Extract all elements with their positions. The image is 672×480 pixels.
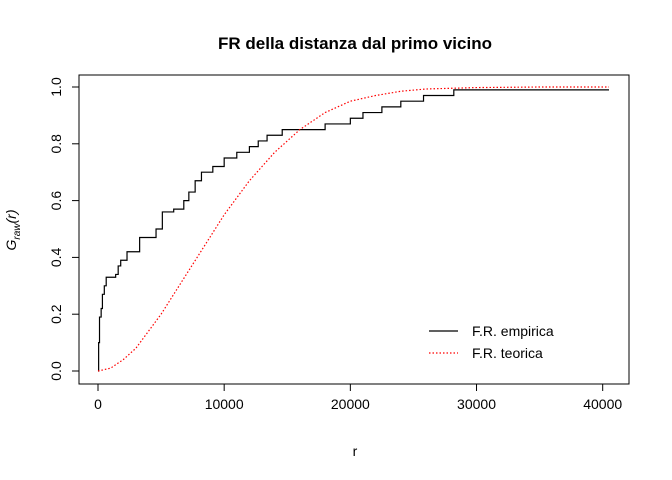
y-axis-label-suffix: (r) — [3, 209, 19, 223]
y-axis-label-subscript: raw — [12, 223, 23, 240]
y-tick-label: 0.0 — [48, 361, 64, 381]
y-axis-label: Graw(r) — [3, 209, 23, 250]
x-tick-label: 10000 — [205, 396, 244, 412]
y-axis-label-base: G — [3, 240, 19, 251]
y-tick-label: 0.2 — [48, 304, 64, 324]
y-axis: 0.0 0.2 0.4 0.6 0.8 1.0 — [48, 77, 80, 381]
legend-label: F.R. empirica — [472, 323, 554, 339]
x-axis-label: r — [353, 443, 358, 459]
y-tick-label: 0.8 — [48, 134, 64, 154]
chart-title: FR della distanza dal primo vicino — [218, 34, 492, 53]
series-layer — [97, 86, 609, 372]
x-tick-label: 0 — [94, 396, 102, 412]
y-tick-label: 0.6 — [48, 191, 64, 211]
series-empirica-line — [98, 89, 609, 372]
legend-label: F.R. teorica — [472, 345, 543, 361]
series-teorica-line — [97, 86, 609, 372]
x-tick-label: 40000 — [583, 396, 622, 412]
y-tick-label: 1.0 — [48, 77, 64, 97]
y-tick-label: 0.4 — [48, 247, 64, 267]
legend: F.R. empirica F.R. teorica — [429, 323, 554, 361]
x-tick-label: 30000 — [457, 396, 496, 412]
x-tick-label: 20000 — [331, 396, 370, 412]
x-axis: 0 10000 20000 30000 40000 — [94, 383, 622, 412]
